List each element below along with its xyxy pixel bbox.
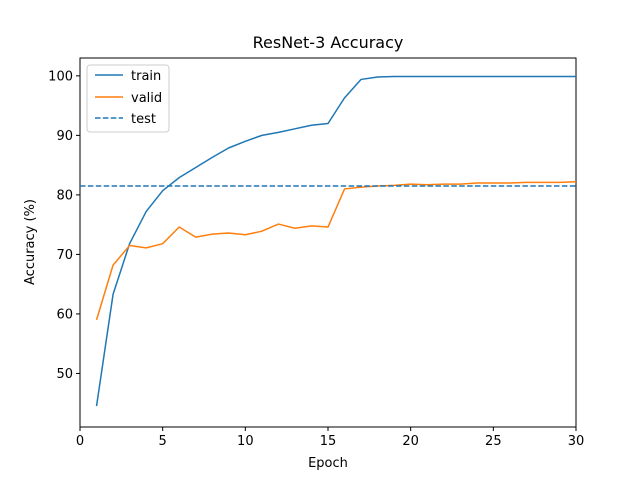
- y-axis-ticks: 50 60 70 80 90 100: [48, 69, 80, 382]
- x-axis-label: Epoch: [308, 456, 348, 471]
- x-tick-label: 10: [237, 434, 254, 449]
- legend-label-train: train: [131, 69, 161, 84]
- legend-frame: [86, 64, 170, 133]
- x-tick-label: 20: [402, 434, 419, 449]
- y-tick-label: 60: [56, 307, 73, 322]
- x-axis-ticks: 0 5 10 15 20 25 30: [76, 427, 584, 449]
- legend-label-test: test: [131, 112, 156, 127]
- legend-label-valid: valid: [131, 91, 162, 106]
- y-tick-label: 100: [48, 69, 73, 84]
- x-tick-label: 30: [568, 434, 585, 449]
- y-tick-label: 90: [56, 129, 73, 144]
- y-axis-label: Accuracy (%): [23, 199, 38, 285]
- legend: train valid test: [86, 64, 170, 133]
- y-tick-label: 70: [56, 248, 73, 263]
- series-line-train: [95, 75, 576, 407]
- x-tick-label: 25: [485, 434, 502, 449]
- y-tick-label: 50: [56, 367, 73, 382]
- series-layer: [80, 75, 577, 407]
- x-tick-label: 5: [159, 434, 167, 449]
- x-tick-label: 0: [76, 434, 84, 449]
- chart-title: ResNet-3 Accuracy: [253, 33, 404, 52]
- x-tick-label: 15: [320, 434, 337, 449]
- series-line-valid: [95, 181, 577, 321]
- y-tick-label: 80: [56, 188, 73, 203]
